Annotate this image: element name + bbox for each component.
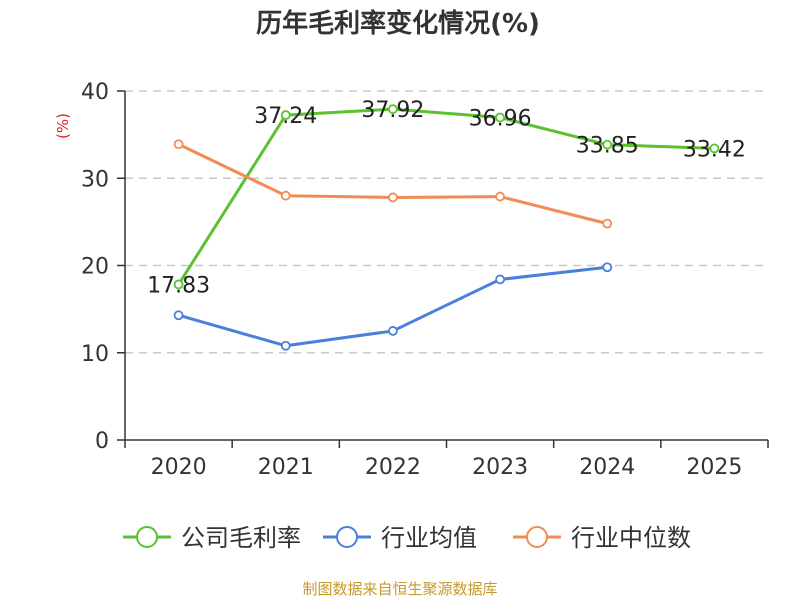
y-tick-label: 10	[81, 342, 109, 367]
gridlines	[125, 90, 768, 354]
y-axis-unit-label: (%)	[54, 113, 72, 139]
x-tick-label: 2021	[258, 455, 314, 480]
x-tick-label: 2025	[686, 455, 742, 480]
x-tick-label: 2024	[579, 455, 635, 480]
legend-marker	[336, 526, 358, 548]
data-point	[280, 190, 291, 201]
data-point	[388, 104, 398, 115]
series-lines	[173, 104, 720, 351]
y-tick-label: 40	[81, 80, 109, 105]
y-tick-label: 30	[81, 167, 109, 192]
axes: 0 10 20 30 40 2020 2021 2022 2023 2024 2025	[81, 80, 769, 480]
data-label: 33.85	[576, 134, 639, 159]
data-point	[709, 143, 720, 154]
chart-title: 历年毛利率变化情况(%)	[256, 8, 540, 39]
y-tick-label: 0	[95, 429, 109, 454]
x-tick-label: 2023	[472, 455, 528, 480]
data-point	[388, 326, 398, 336]
data-point	[495, 191, 505, 202]
source-note: 制图数据来自恒生聚源数据库	[302, 580, 497, 598]
data-label: 36.96	[469, 107, 532, 132]
x-tick-label: 2020	[151, 455, 207, 480]
legend-marker	[136, 526, 158, 548]
data-point	[602, 262, 613, 273]
legend-label: 行业中位数	[571, 524, 691, 552]
data-point	[173, 279, 184, 290]
legend: 公司毛利率 行业均值 行业中位数	[123, 524, 691, 552]
data-point	[280, 110, 291, 120]
data-point	[495, 112, 505, 123]
data-label: 37.92	[361, 98, 424, 123]
data-point	[495, 274, 505, 285]
data-point	[173, 310, 184, 321]
data-point	[602, 218, 613, 229]
data-label: 37.24	[254, 104, 317, 129]
data-labels: 17.83 37.24 37.92 36.96 33.85 33.42	[147, 98, 746, 298]
data-label: 17.83	[147, 273, 210, 298]
series-line	[177, 107, 715, 286]
data-point	[173, 139, 184, 150]
data-point	[388, 192, 398, 203]
data-point	[602, 139, 613, 150]
y-tick-label: 20	[81, 255, 109, 280]
legend-marker	[526, 526, 548, 548]
data-label: 33.42	[683, 137, 746, 162]
data-point	[280, 340, 291, 351]
x-tick-label: 2022	[365, 455, 421, 480]
legend-label: 公司毛利率	[181, 524, 301, 552]
legend-label: 行业均值	[381, 524, 477, 552]
